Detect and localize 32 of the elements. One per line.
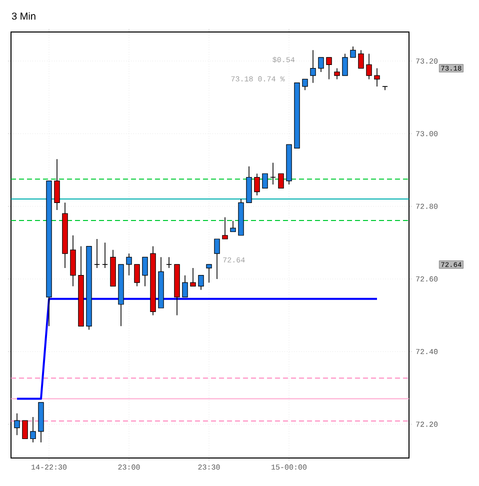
candlestick [206, 264, 212, 283]
chart-title: 3 Min [12, 12, 36, 20]
candlestick [262, 173, 268, 189]
candlestick [382, 86, 388, 90]
candlestick [230, 220, 236, 232]
candlestick [334, 68, 340, 80]
candlestick [22, 420, 28, 440]
candlestick [342, 53, 348, 76]
candlestick [214, 238, 220, 280]
candlestick [358, 50, 364, 69]
candlestick [54, 158, 60, 210]
candlestick [102, 242, 108, 268]
candlestick [366, 53, 372, 80]
candlestick [198, 274, 204, 290]
candlestick [326, 57, 332, 80]
candlestick [94, 238, 100, 268]
candlestick [142, 256, 148, 287]
candlestick [134, 264, 140, 287]
candlestick [190, 268, 196, 287]
candlestick [166, 256, 172, 268]
candlestick [222, 216, 228, 240]
candlestick [14, 412, 20, 436]
candlestick [350, 46, 356, 58]
candlestick [182, 274, 188, 298]
candlestick [318, 57, 324, 72]
candlestick [126, 253, 132, 276]
candlestick [278, 173, 284, 189]
candlestick [310, 50, 316, 84]
candlestick [254, 173, 260, 196]
candlestick [374, 68, 380, 87]
candlestick [302, 78, 308, 90]
candlestick [30, 416, 36, 443]
